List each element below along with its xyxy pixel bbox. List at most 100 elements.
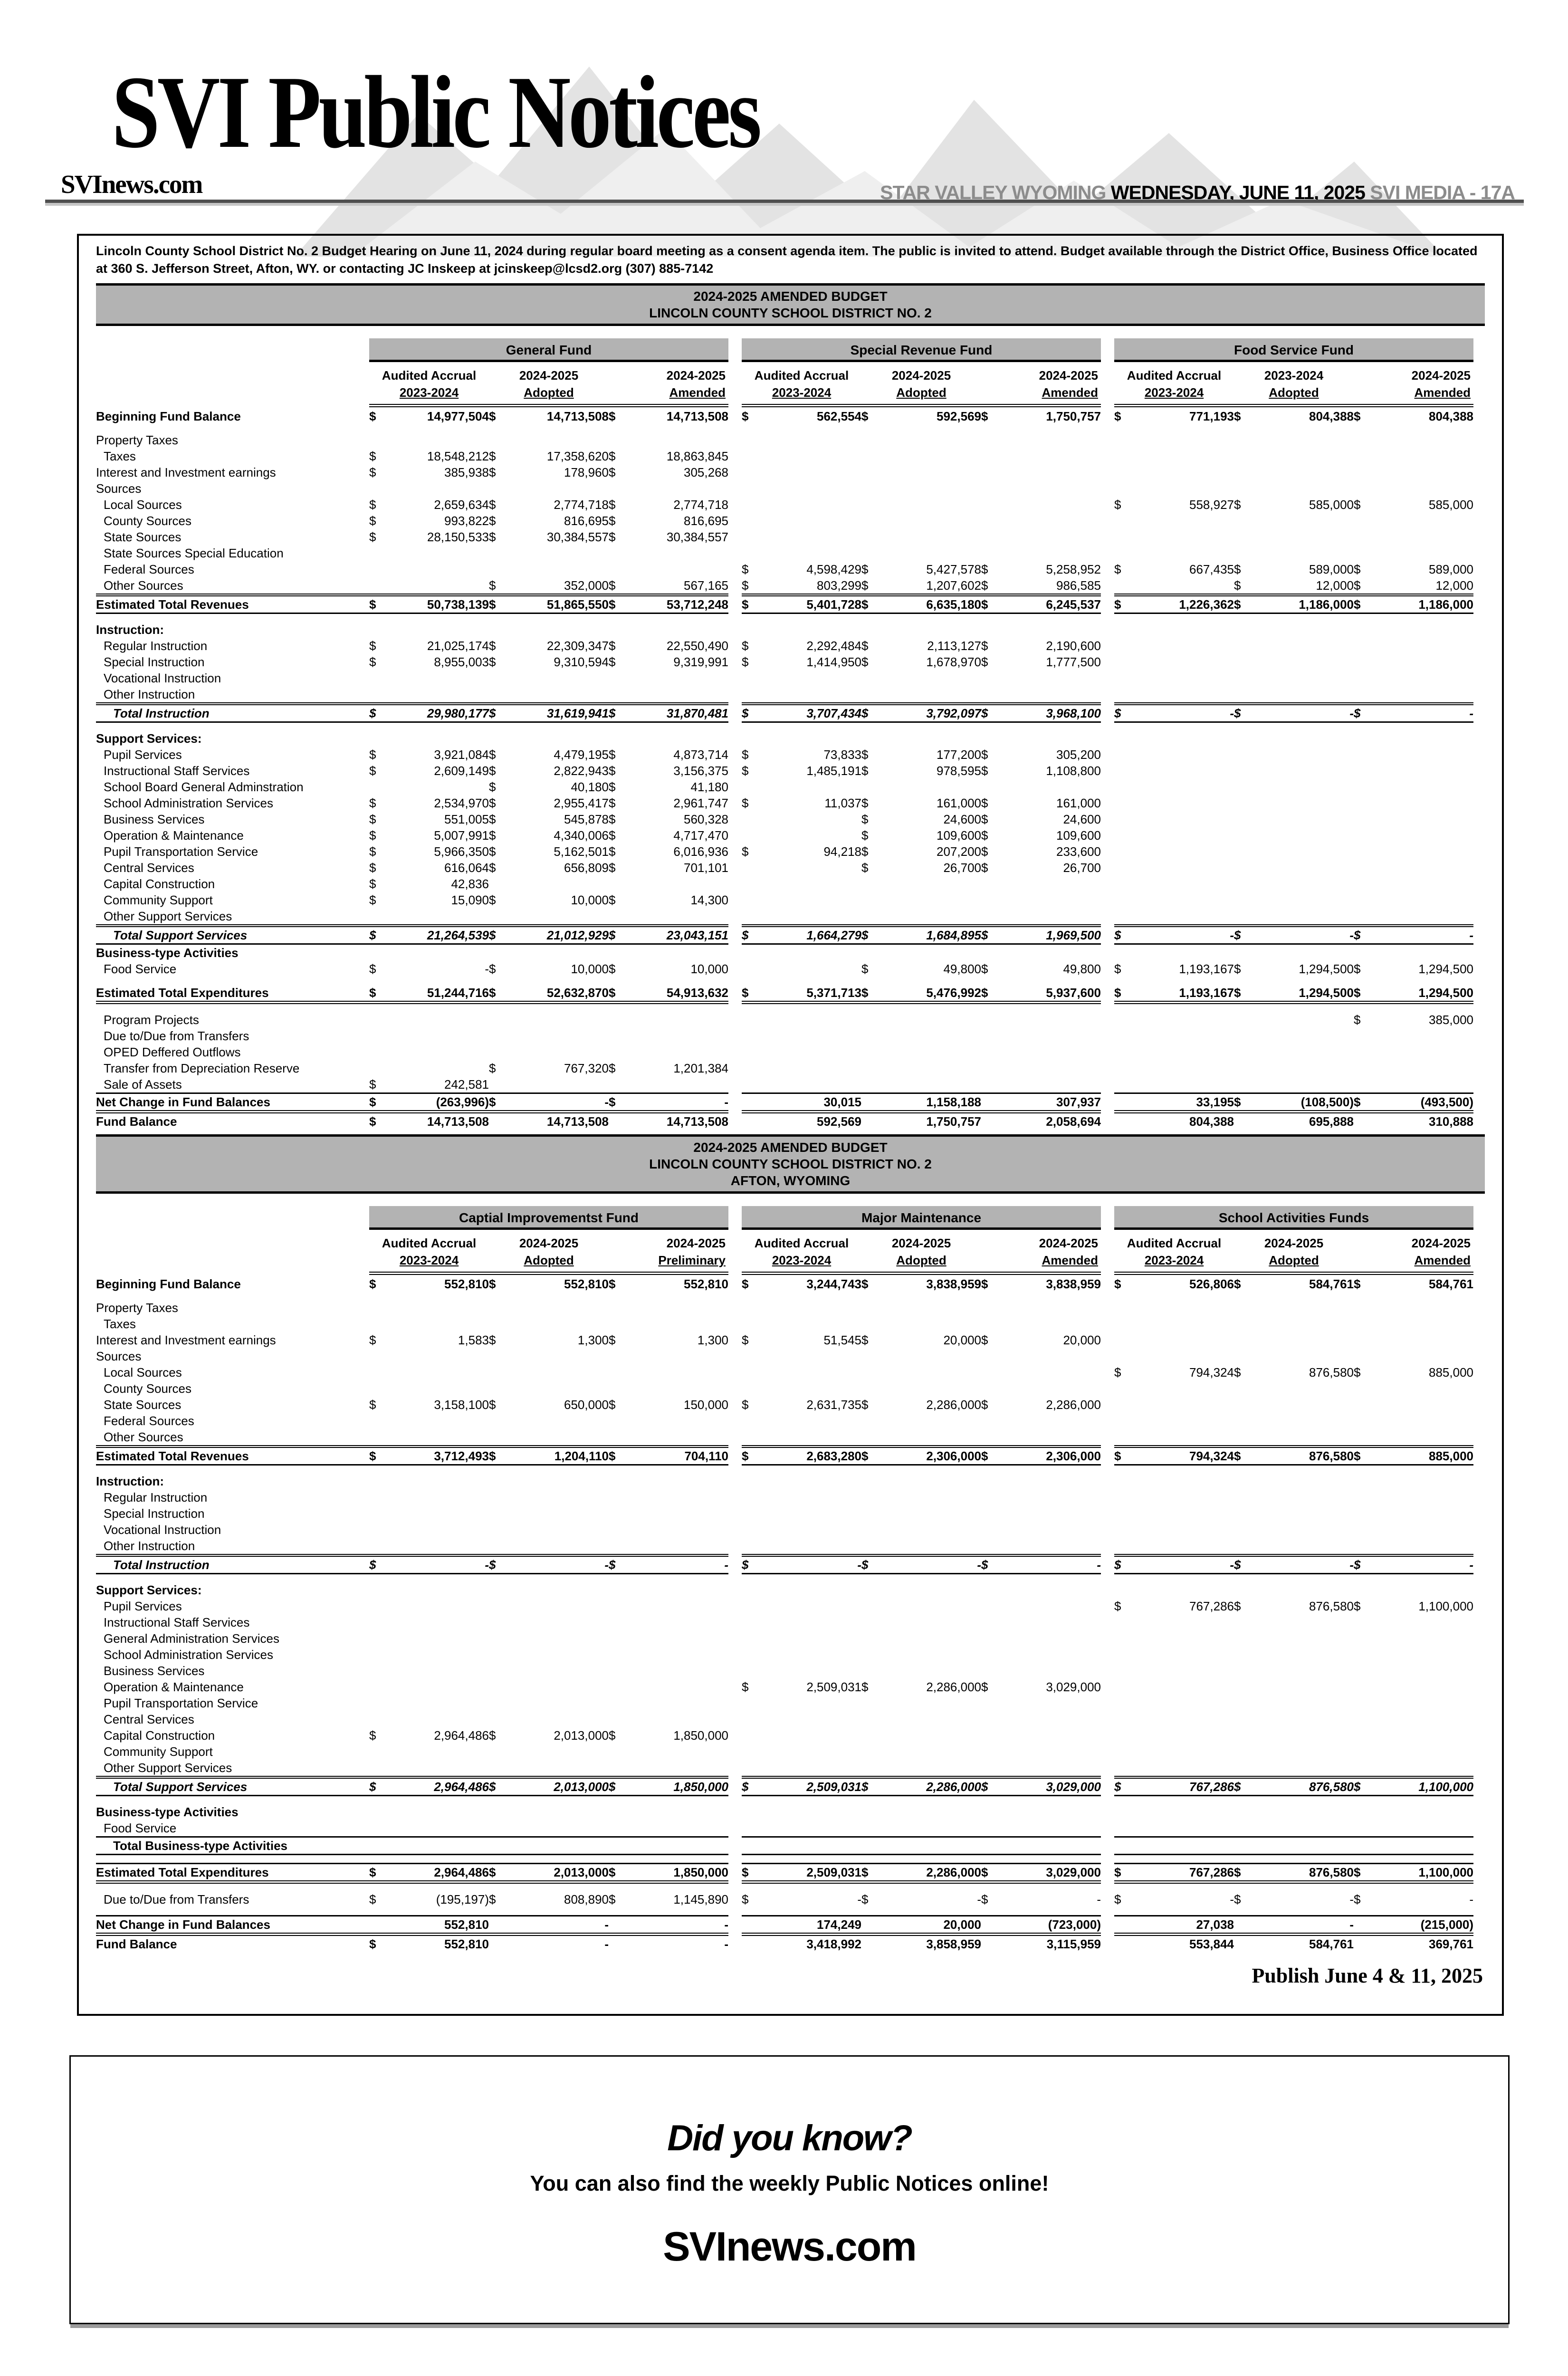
dollar-sign: $ (861, 928, 869, 942)
row-segment: Property Taxes (96, 1300, 728, 1316)
dollar-sign: $ (489, 498, 496, 512)
row-segment: Program Projects (96, 1012, 728, 1028)
amount-cell: 178,960 (564, 465, 609, 479)
row-segment: $3,244,743 $3,838,959 $3,838,959 (742, 1276, 1101, 1292)
row-segment: 30,015 1,158,188 307,937 (742, 1092, 1101, 1113)
amount-cell: 310,888 (1429, 1114, 1473, 1129)
row-segment: County Sources $993,822 $816,695 $816,695 (96, 513, 728, 529)
table-row: Estimated Total Expenditures $2,964,486 $2… (96, 1863, 1485, 1884)
amount-cell: 4,717,470 (673, 828, 728, 843)
table-row: Beginning Fund Balance $552,810 $552,810 $5… (96, 1276, 1485, 1292)
row-segment: Special Instruction (96, 1505, 728, 1522)
row-segment: Capital Construction $2,964,486 $2,013,000… (96, 1727, 728, 1744)
dollar-sign: $ (742, 1333, 749, 1347)
amount-cell: 51,865,550 (546, 597, 609, 612)
dollar-sign: $ (489, 449, 496, 463)
row-label: Local Sources (104, 1365, 182, 1380)
row-segment: Pupil Transportation Service $5,966,350 $5… (96, 843, 728, 860)
row-segment (742, 1413, 1101, 1429)
row-segment: $1,664,279 $1,684,895 $1,969,500 (742, 924, 1101, 945)
row-segment (742, 1614, 1101, 1630)
amount-cell: 18,548,212 (427, 449, 489, 463)
dollar-sign: $ (369, 1937, 376, 1951)
row-segment (742, 1505, 1101, 1522)
dollar-sign: $ (1354, 928, 1361, 942)
amount-cell: 4,479,195 (554, 747, 609, 762)
amount-cell: 1,664,279 (806, 928, 861, 942)
row-segment (742, 622, 1101, 638)
page-title: SVI Public Notices (112, 55, 762, 170)
table-row: Business-type Activities (96, 1804, 1485, 1820)
amount-cell: 2,292,484 (806, 639, 861, 653)
row-segment: $ - $ - $ - (1114, 702, 1473, 723)
row-segment: Vocational Instruction (96, 1522, 728, 1538)
amount-cell: - (724, 1937, 728, 1951)
row-segment: $1,414,950 $1,678,970 $1,777,500 (742, 654, 1101, 670)
amount-cell: (108,500) (1300, 1095, 1354, 1109)
row-segment: Central Services (96, 1711, 728, 1727)
dollar-sign: $ (742, 1892, 749, 1907)
dollar-sign: $ (981, 1780, 988, 1794)
dollar-sign: $ (369, 828, 376, 843)
amount-cell: 1,750,757 (1046, 409, 1101, 423)
spacer-row (96, 1574, 1485, 1582)
dollar-sign: $ (861, 1892, 869, 1907)
row-segment: Estimated Total Expenditures $2,964,486 $2… (96, 1863, 728, 1884)
amount-cell: 1,145,890 (673, 1892, 728, 1907)
dollar-sign: $ (742, 796, 749, 810)
table-row: School Administration Services (96, 1647, 1485, 1663)
row-label: Interest and Investment earnings (96, 465, 276, 479)
amount-cell: 876,580 (1309, 1780, 1354, 1794)
table-row: Total Instruction $29,980,177 $31,619,941 $… (96, 702, 1485, 723)
amount-cell: 3,029,000 (1046, 1680, 1101, 1694)
amount-cell: - (1230, 1892, 1234, 1907)
dollar-sign: $ (981, 962, 988, 976)
row-segment: $2,509,031 $2,286,000 $3,029,000 (742, 1863, 1101, 1884)
amount-cell: 767,286 (1189, 1780, 1234, 1794)
amount-cell: 585,000 (1429, 498, 1473, 512)
row-segment (1114, 1429, 1473, 1445)
row-segment: $1,226,362 $1,186,000 $1,186,000 (1114, 594, 1473, 614)
table-row: Operation & Maintenance $5,007,991 $4,340,… (96, 827, 1485, 843)
row-segment (742, 1711, 1101, 1727)
row-segment (1114, 795, 1473, 811)
amount-cell: 616,064 (444, 861, 489, 875)
amount-cell: 1,100,000 (1418, 1865, 1473, 1879)
row-segment: Capital Construction $42,836 (96, 876, 728, 892)
table-row: Central Services $616,064 $656,809 $701,101… (96, 860, 1485, 876)
table-row: Instructional Staff Services $2,609,149 $2… (96, 763, 1485, 779)
label-spacer (96, 1206, 369, 1230)
amount-cell: 24,600 (943, 812, 981, 826)
amount-cell: 6,635,180 (926, 597, 981, 612)
amount-cell: 1,100,000 (1418, 1780, 1473, 1794)
dollar-sign: $ (609, 812, 616, 826)
row-segment: Total Business-type Activities (96, 1836, 728, 1855)
table-row: School Administration Services $2,534,970… (96, 795, 1485, 811)
promo-site-link[interactable]: SVInews.com (663, 2224, 917, 2270)
row-label: School Administration Services (104, 1648, 273, 1662)
dollar-sign: $ (1114, 962, 1121, 976)
dollar-sign: $ (609, 498, 616, 512)
dollar-sign: $ (369, 1892, 376, 1907)
amount-cell: 2,822,943 (554, 764, 609, 778)
table-row: Total Instruction $ - $ - $ - $ - $ - $ - $ - $ - $ - (96, 1554, 1485, 1574)
amount-cell: 6,245,537 (1046, 597, 1101, 612)
amount-cell: 1,485,191 (806, 764, 861, 778)
amount-cell: - (724, 1558, 728, 1572)
dollar-sign: $ (1234, 498, 1241, 512)
column-header: 2024-2025 Amended (1354, 367, 1473, 401)
dollar-sign: $ (369, 706, 376, 720)
amount-cell: 9,319,991 (673, 655, 728, 669)
amount-cell: 794,324 (1189, 1365, 1234, 1380)
row-segment: School Board General Adminstration $40,18… (96, 779, 728, 795)
dollar-sign: $ (742, 409, 749, 423)
table-row: Fund Balance $14,713,508 14,713,508 14,713,… (96, 1113, 1485, 1130)
dollar-sign: $ (369, 812, 376, 826)
spacer-row (96, 977, 1485, 985)
table-row: Taxes $18,548,212 $17,358,620 $18,863,845 (96, 448, 1485, 464)
label-spacer (96, 1230, 369, 1275)
row-segment (1114, 730, 1473, 747)
dollar-sign: $ (861, 1558, 869, 1572)
row-label: Total Business-type Activities (113, 1839, 287, 1853)
row-label: Central Services (104, 1712, 194, 1726)
